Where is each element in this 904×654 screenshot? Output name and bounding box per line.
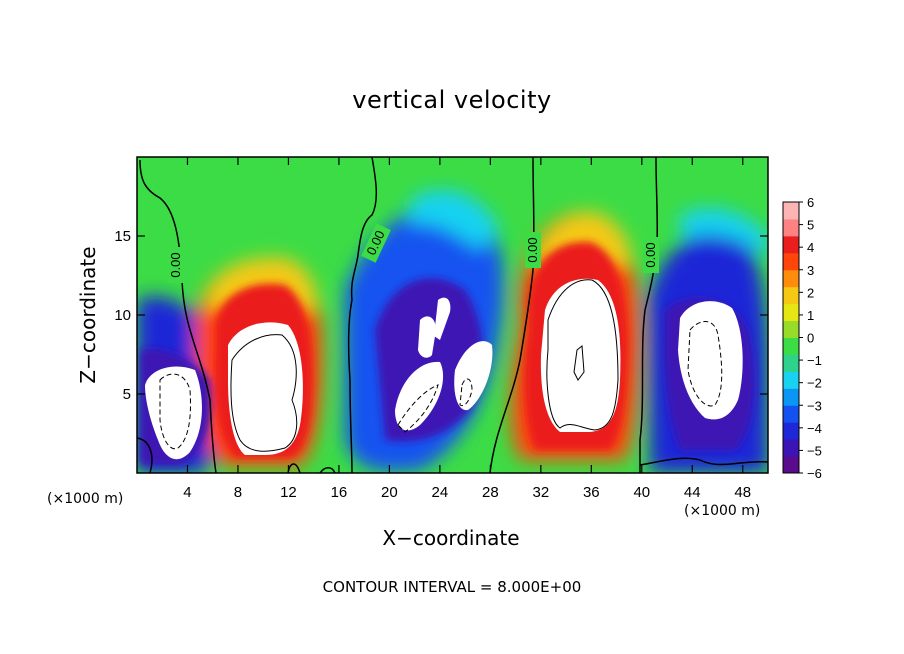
zero-contour <box>639 457 768 466</box>
colorbar-tick-label: 5 <box>807 218 814 233</box>
colorbar-tick-label: 4 <box>807 240 814 255</box>
colorbar-swatch <box>783 202 799 220</box>
zero-contour <box>347 157 378 473</box>
saturated-core <box>145 366 202 460</box>
colorbar-tick-label: 1 <box>807 308 814 323</box>
negative-contour <box>159 373 191 450</box>
zero-contour <box>139 159 217 473</box>
y-axis-label: Z−coordinate <box>76 246 100 384</box>
downdraft-fringe <box>410 190 500 250</box>
colorbar-tick-label: −1 <box>807 353 822 368</box>
colorbar-swatch <box>783 218 799 237</box>
negative-contour <box>397 384 439 433</box>
velocity-field <box>137 157 768 473</box>
saturated-core <box>454 341 493 411</box>
colorbar-swatch <box>783 354 799 372</box>
colorbar-swatch <box>783 303 799 322</box>
colorbar-swatch <box>783 252 799 271</box>
positive-contour <box>230 334 298 452</box>
zero-contour-labels: 0.000.00 0.00 0.00 <box>168 223 659 283</box>
y-tick-label: 5 <box>123 386 131 403</box>
colorbar-tick-label: −5 <box>807 443 822 458</box>
zero-label-bg <box>525 232 541 268</box>
y-tick-label: 10 <box>114 307 131 324</box>
colorbar-swatch <box>783 235 799 254</box>
x-tick-label: 48 <box>734 484 751 501</box>
saturated-core <box>228 322 303 455</box>
contour-interval-note: CONTOUR INTERVAL = 8.000E+00 <box>322 578 582 596</box>
x-tick-label: 44 <box>684 484 701 501</box>
colorbar-tick-label: −2 <box>807 376 822 391</box>
zero-label-bg <box>643 237 659 273</box>
x-scale-note-right: (×1000 m) <box>684 503 761 519</box>
positive-contour <box>573 345 585 381</box>
x-tick-label: 40 <box>633 484 650 501</box>
y-axis: 5 10 15 <box>114 228 768 403</box>
colorbar-swatch <box>783 422 799 440</box>
colorbar-swatch <box>783 337 799 355</box>
negative-contour <box>687 321 723 407</box>
x-tick-label: 32 <box>532 484 549 501</box>
y-tick-label: 15 <box>114 228 131 245</box>
colorbar-swatch <box>783 269 799 288</box>
x-tick-label: 20 <box>381 484 398 501</box>
x-tick-label: 16 <box>331 484 348 501</box>
zero-contour-label: 0.00 <box>643 242 658 267</box>
positive-contour <box>546 279 619 431</box>
saturated-core <box>395 361 444 431</box>
x-tick-label: 12 <box>280 484 297 501</box>
x-tick-label: 36 <box>583 484 600 501</box>
zero-label-bg <box>361 223 391 263</box>
zero-contour <box>137 437 153 473</box>
colorbar-swatch <box>783 456 799 474</box>
x-scale-note-left: (×1000 m) <box>47 491 124 507</box>
colorbar-swatch <box>783 286 799 305</box>
zero-contour <box>319 467 336 473</box>
saturated-core <box>434 297 451 340</box>
colorbar-tick-label: 3 <box>807 263 814 278</box>
zero-contour-label: 0.00 <box>168 252 183 277</box>
x-tick-label: 8 <box>234 484 242 501</box>
x-axis: 4 8 12 16 20 24 28 32 36 40 44 48 <box>183 157 751 501</box>
zero-contour <box>489 157 535 473</box>
zero-label-bg <box>168 247 184 283</box>
colorbar-tick-label: 0 <box>807 331 814 346</box>
colorbar-tick-label: −6 <box>807 466 822 481</box>
colorbar-swatch <box>783 439 799 457</box>
downdraft-fringe <box>680 207 768 260</box>
colorbar-tick-label: 6 <box>807 195 814 210</box>
x-tick-label: 28 <box>482 484 499 501</box>
colorbar-tick-label: 2 <box>807 285 814 300</box>
x-tick-label: 4 <box>183 484 191 501</box>
x-axis-label: X−coordinate <box>382 526 520 550</box>
zero-contour-label: 0.00 <box>525 237 540 262</box>
zero-contour <box>639 157 659 473</box>
colorbar-tick-label: −4 <box>807 421 822 436</box>
chart-title: vertical velocity <box>352 86 552 114</box>
colorbar-swatch <box>783 371 799 389</box>
colorbar-tick-label: −3 <box>807 398 822 413</box>
negative-contour <box>459 378 473 407</box>
saturated-core <box>418 316 436 358</box>
saturated-core <box>540 278 621 432</box>
x-tick-label: 24 <box>432 484 449 501</box>
colorbar-swatch <box>783 320 799 338</box>
colorbar-swatch <box>783 405 799 423</box>
colorbar-swatch <box>783 388 799 406</box>
colorbar: 6 5 4 3 2 1 0 −1 −2 −3 −4 −5 −6 <box>782 195 822 481</box>
